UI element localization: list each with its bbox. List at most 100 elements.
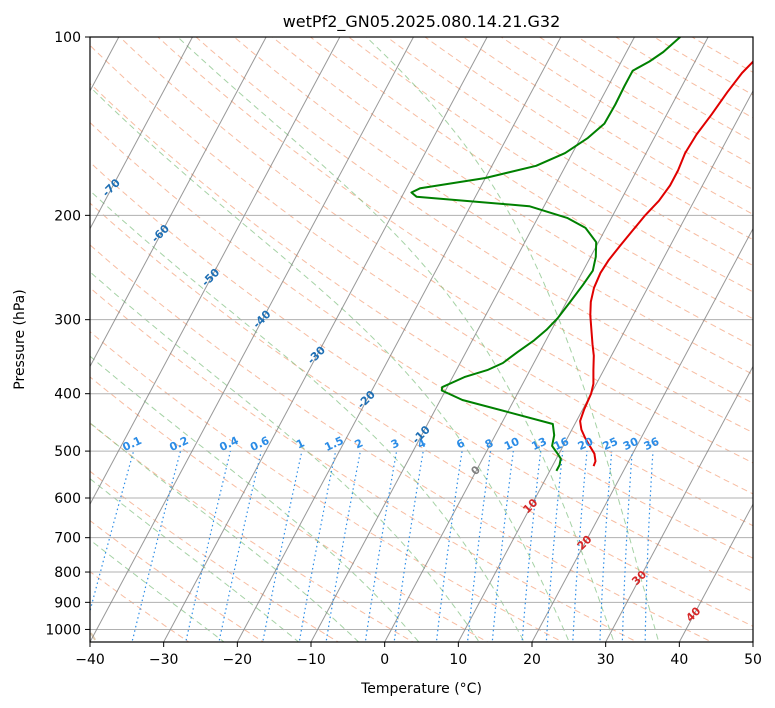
x-tick-label: 0	[380, 652, 389, 668]
y-axis-label: Pressure (hPa)	[12, 289, 28, 389]
isotherm-label: -60	[149, 222, 172, 245]
y-tick-label: 400	[54, 387, 81, 403]
x-tick-label: 20	[523, 652, 541, 668]
mixing-ratio-line	[521, 451, 542, 642]
mixing-ratio-line	[262, 450, 303, 642]
mixing-ratio-line	[298, 450, 337, 642]
dry-adiabat-line	[576, 37, 753, 142]
mixing-ratio-line	[491, 451, 514, 642]
dry-adiabat-line	[90, 161, 753, 593]
mixing-ratio-label: 16	[552, 435, 572, 453]
mixing-ratio-line	[393, 451, 424, 642]
moist-adiabat-line	[365, 37, 660, 642]
dry-adiabat-line	[271, 37, 753, 347]
x-tick-label: −40	[75, 652, 105, 668]
moist-adiabat-line	[90, 86, 570, 642]
temperature-line	[579, 60, 753, 467]
dry-adiabat-line	[119, 37, 753, 464]
mixing-ratio-label: 30	[621, 435, 641, 453]
x-tick-label: −30	[149, 652, 179, 668]
plot-frame	[89, 36, 754, 643]
mixing-ratio-label: 10	[502, 435, 522, 453]
moist-adiabat-line	[90, 539, 225, 642]
dry-adiabat-line	[538, 37, 753, 166]
mixing-ratio-line	[90, 450, 135, 614]
isotherm-line	[531, 227, 753, 642]
dry-adiabat-line	[90, 287, 639, 642]
y-tick-label: 100	[54, 30, 81, 46]
mixing-ratio-line	[185, 450, 231, 642]
dry-adiabat-line	[691, 37, 753, 73]
mixing-ratio-line	[545, 451, 564, 642]
dry-adiabat-line	[309, 37, 753, 320]
isotherm-label: -10	[410, 423, 433, 446]
isotherm-line	[384, 37, 709, 642]
x-tick-label: 40	[670, 652, 688, 668]
moist-adiabat-line	[90, 190, 525, 642]
y-tick-label: 1000	[45, 622, 81, 638]
isotherm-line	[236, 37, 562, 642]
x-axis-label: Temperature (°C)	[360, 681, 482, 697]
mixing-ratio-label: 13	[529, 435, 548, 453]
isotherm-label: -70	[100, 176, 123, 199]
y-tick-label: 300	[54, 313, 81, 329]
isotherm-line	[752, 640, 753, 642]
isotherm-line	[310, 37, 635, 642]
isotherm-line	[90, 37, 341, 506]
mixing-ratio-line	[435, 451, 463, 642]
dry-adiabat-line	[90, 331, 564, 642]
isotherm-line	[678, 503, 753, 642]
dry-adiabat-line	[386, 37, 753, 267]
mixing-ratio-label: 3	[389, 436, 401, 451]
mixing-ratio-line	[218, 450, 262, 642]
isotherm-label: 20	[574, 533, 594, 553]
moist-adiabat-line	[177, 37, 615, 642]
mixing-ratio-line	[466, 451, 492, 642]
y-tick-label: 800	[54, 565, 81, 581]
dry-adiabat-line	[90, 121, 753, 559]
mixing-ratio-line	[621, 451, 633, 642]
dewpoint-line	[410, 37, 681, 472]
mixing-ratio-label: 6	[454, 436, 467, 451]
dry-adiabat-line	[90, 244, 713, 642]
y-tick-label: 600	[54, 491, 81, 507]
dry-adiabat-line	[90, 571, 190, 642]
isotherm-line	[605, 365, 753, 642]
isotherm-line	[90, 37, 414, 642]
mixing-ratio-label: 20	[576, 435, 596, 453]
dry-adiabat-line	[233, 37, 753, 375]
isotherm-line	[457, 89, 753, 642]
dry-adiabat-line	[90, 376, 489, 642]
isotherm-line	[163, 37, 488, 642]
isotherm-line	[90, 37, 193, 230]
moist-adiabat-line	[90, 478, 300, 642]
dry-adiabat-line	[90, 82, 753, 527]
dry-adiabat-line	[90, 422, 414, 642]
x-tick-label: 30	[597, 652, 615, 668]
y-tick-label: 900	[54, 595, 81, 611]
dry-adiabat-line	[157, 37, 753, 434]
dry-adiabat-line	[90, 202, 753, 627]
moist-adiabat-line	[90, 271, 480, 642]
x-tick-label: 50	[744, 652, 762, 668]
mixing-ratio-label: 25	[601, 435, 620, 453]
mixing-ratio-line	[572, 451, 588, 642]
moist-adiabat-line	[90, 422, 360, 642]
isotherm-label: -40	[250, 307, 273, 330]
isotherm-label: -30	[305, 343, 328, 366]
isotherm-line	[90, 37, 267, 368]
dry-adiabat-line	[90, 520, 265, 642]
mixing-ratio-label: 1	[294, 436, 306, 451]
x-tick-label: −10	[296, 652, 326, 668]
moist-adiabat-line	[90, 355, 420, 642]
chart-title: wetPf2_GN05.2025.080.14.21.G32	[283, 12, 561, 32]
dry-adiabat-line	[90, 470, 340, 642]
isotherm-label: 40	[683, 604, 703, 624]
y-tick-label: 500	[54, 444, 81, 460]
mixing-ratio-line	[644, 451, 654, 642]
isotherm-label: 10	[520, 496, 540, 516]
y-tick-label: 700	[54, 531, 81, 547]
mixing-ratio-label: 36	[642, 435, 662, 453]
mixing-ratio-line	[364, 450, 398, 642]
